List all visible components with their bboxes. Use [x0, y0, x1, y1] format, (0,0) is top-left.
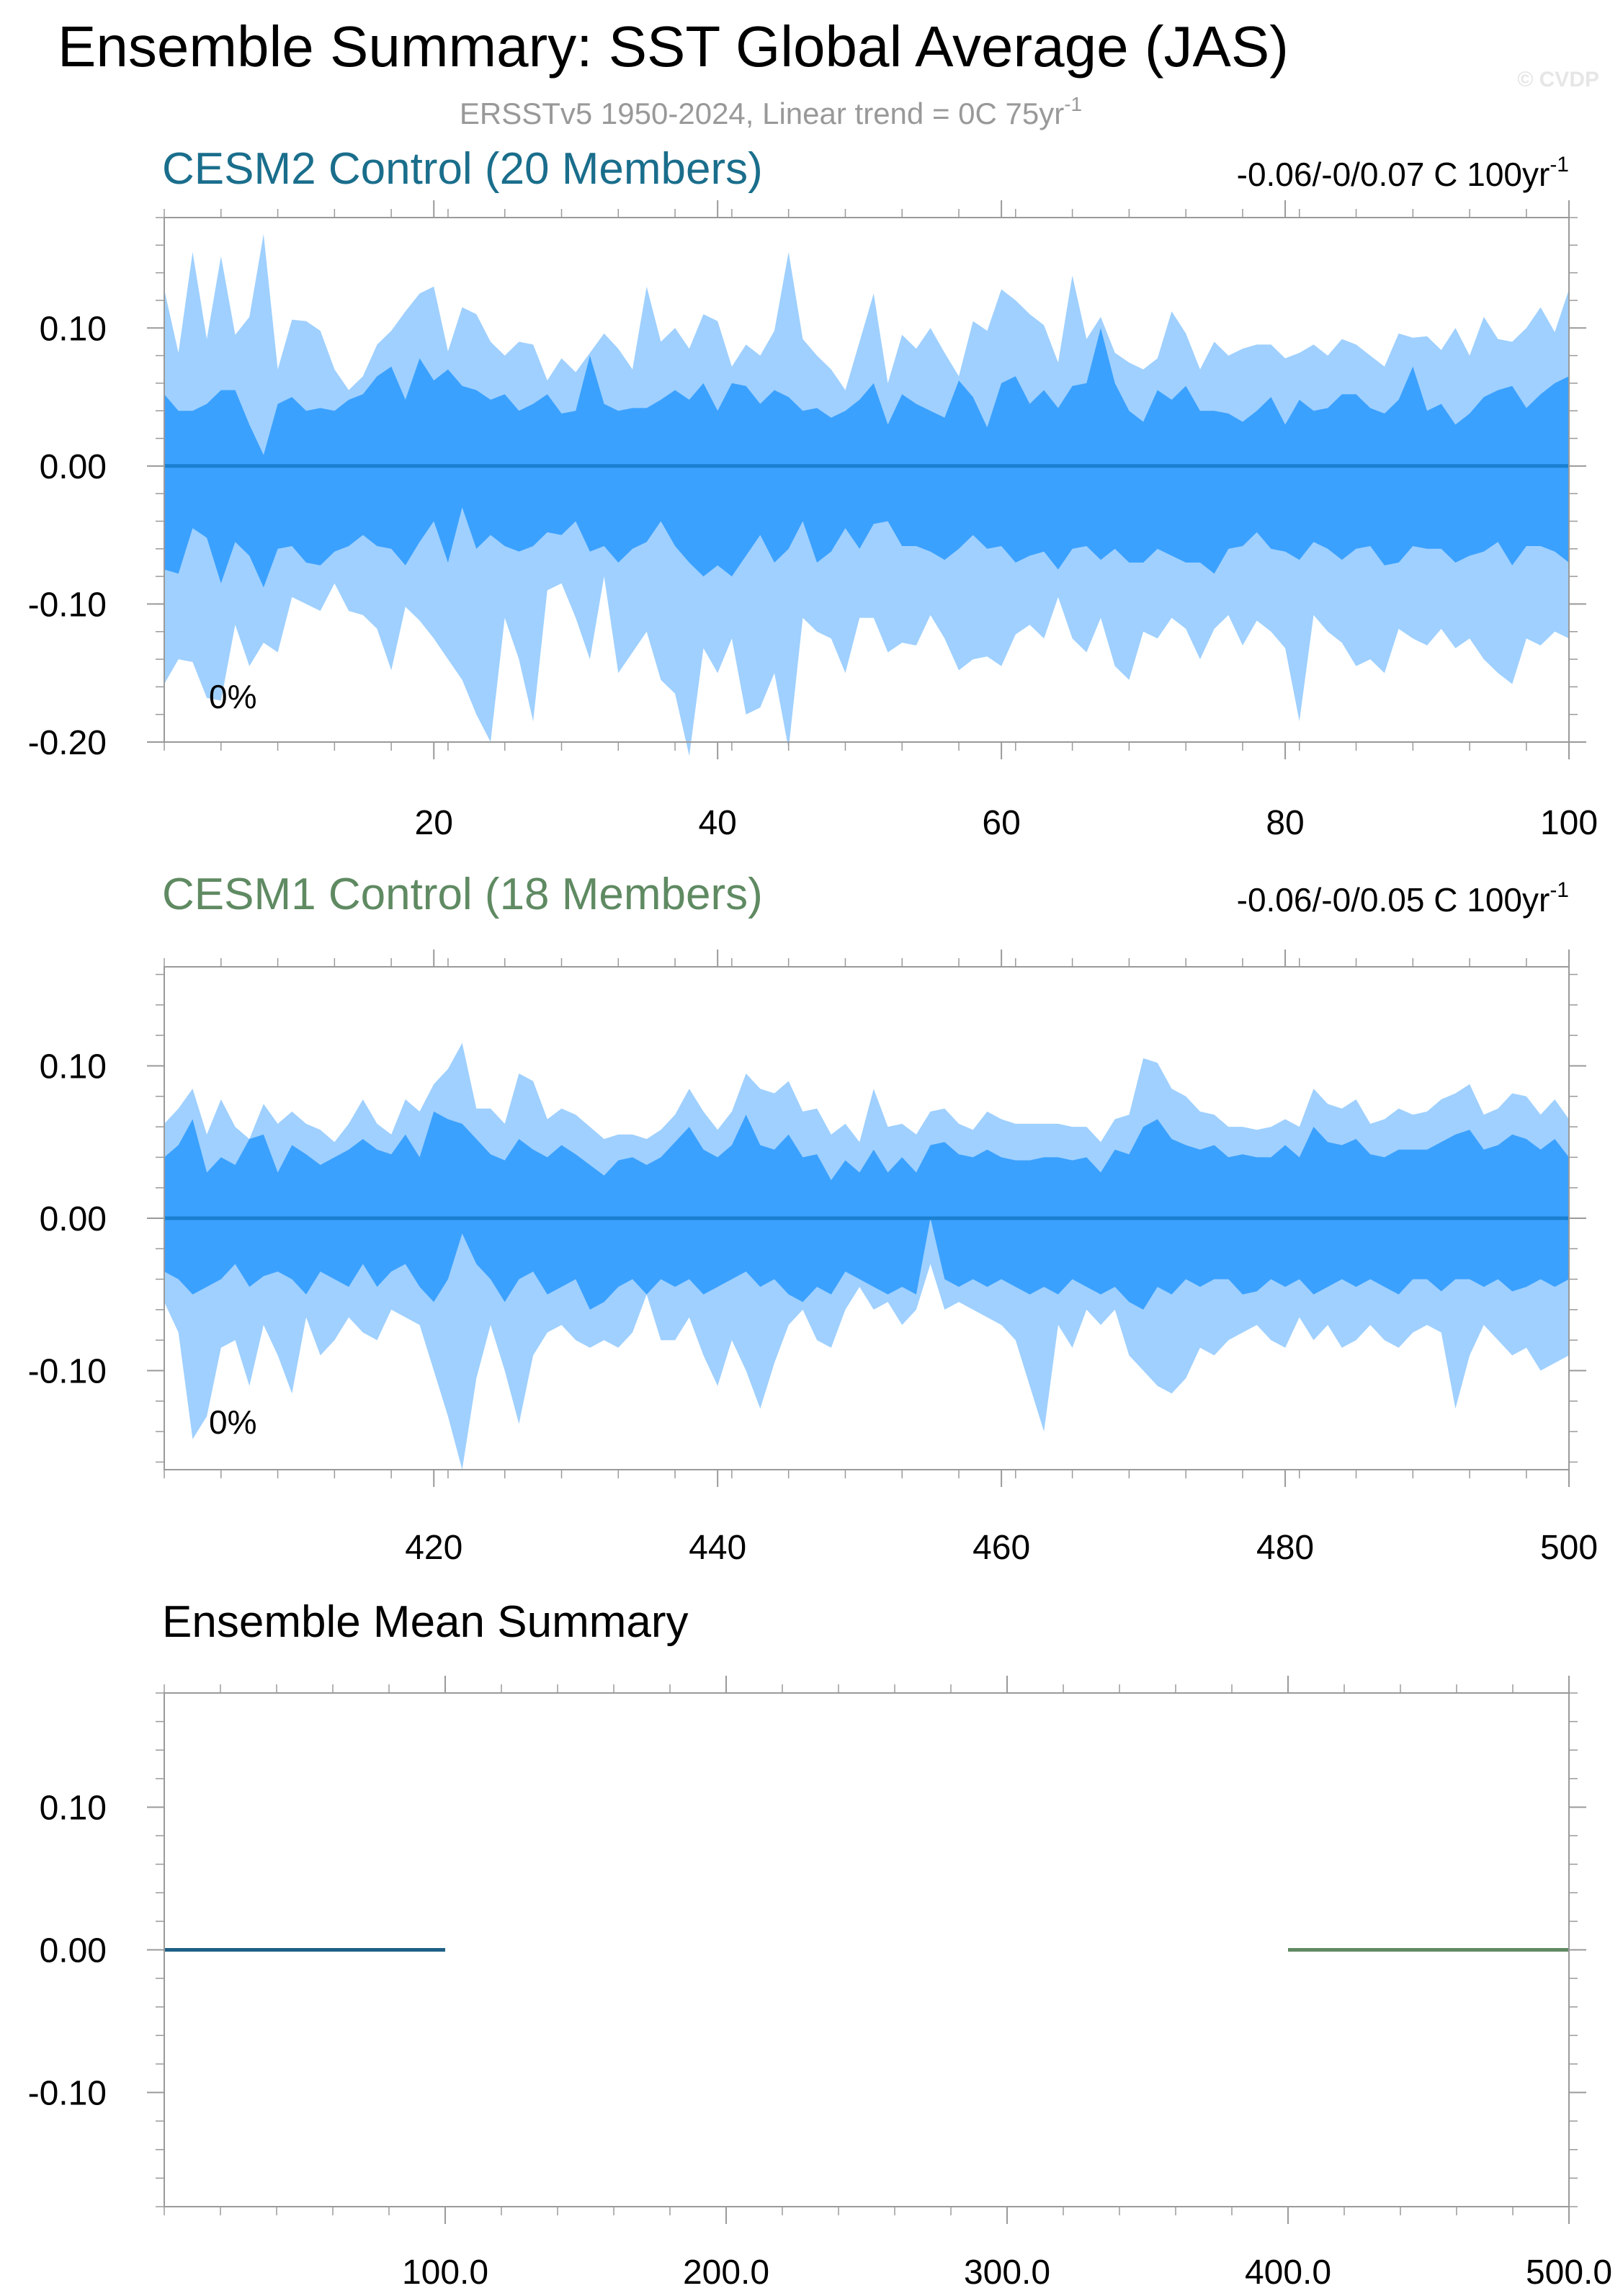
y-tick-label: -0.10 — [28, 1353, 107, 1391]
plot-frame — [164, 217, 1570, 743]
subtitle-main: ERSSTv5 1950-2024, Linear trend = 0C 75y… — [460, 97, 1064, 130]
y-tick-label: 0.10 — [40, 1789, 107, 1827]
panel-title: CESM1 Control (18 Members) — [162, 870, 763, 919]
panels: CESM2 Control (20 Members) -0.06/-0/0.07 … — [28, 144, 1612, 2292]
trend-label-sup: -1 — [1550, 878, 1569, 902]
y-tick-label: -0.10 — [28, 586, 107, 624]
chart-title: Ensemble Summary: SST Global Average (JA… — [58, 14, 1289, 79]
chart-panel-2: CESM1 Control (18 Members) -0.06/-0/0.05 … — [28, 870, 1598, 1567]
y-tick-label: -0.20 — [28, 724, 107, 762]
y-tick-label: 0.10 — [40, 310, 107, 348]
x-tick-label: 420 — [405, 1529, 462, 1567]
x-tick-label: 20 — [415, 804, 453, 842]
percent-label: 0% — [209, 678, 256, 715]
trend-label-main: -0.06/-0/0.07 C 100yr — [1237, 156, 1550, 193]
x-tick-label: 80 — [1266, 804, 1304, 842]
trend-label-sup: -1 — [1550, 153, 1569, 177]
subtitle-sup: -1 — [1064, 93, 1082, 115]
x-tick-label: 400.0 — [1245, 2253, 1331, 2292]
y-tick-label: 0.00 — [40, 448, 107, 486]
y-tick-label: 0.10 — [40, 1048, 107, 1086]
trend-label: -0.06/-0/0.07 C 100yr-1 — [1237, 153, 1569, 193]
x-tick-label: 60 — [982, 804, 1020, 842]
y-tick-label: 0.00 — [40, 1200, 107, 1238]
x-tick-label: 460 — [973, 1529, 1030, 1567]
x-tick-label: 200.0 — [683, 2253, 769, 2292]
x-tick-label: 300.0 — [964, 2253, 1050, 2292]
panel-title: Ensemble Mean Summary — [162, 1597, 689, 1647]
x-tick-label: 100.0 — [402, 2253, 488, 2292]
chart-panel-1: CESM2 Control (20 Members) -0.06/-0/0.07 … — [28, 144, 1598, 842]
x-tick-label: 500 — [1540, 1529, 1598, 1567]
percent-label: 0% — [209, 1403, 256, 1441]
watermark: © CVDP — [1517, 68, 1599, 91]
inner-range-band — [164, 1111, 1569, 1310]
x-tick-label: 100 — [1540, 804, 1598, 842]
inner-range-band — [164, 328, 1569, 588]
panel-title: CESM2 Control (20 Members) — [162, 144, 763, 194]
x-tick-label: 440 — [689, 1529, 746, 1567]
trend-label: -0.06/-0/0.05 C 100yr-1 — [1237, 878, 1569, 919]
y-tick-label: 0.00 — [40, 1932, 107, 1970]
x-tick-label: 480 — [1256, 1529, 1314, 1567]
chart-panel-3: Ensemble Mean Summary 0.10 0.00 -0.10 100.0 2… — [28, 1597, 1612, 2292]
y-tick-label: -0.10 — [28, 2075, 107, 2113]
x-tick-label: 40 — [698, 804, 736, 842]
chart-subtitle: ERSSTv5 1950-2024, Linear trend = 0C 75y… — [460, 93, 1082, 130]
trend-label-main: -0.06/-0/0.05 C 100yr — [1237, 881, 1550, 919]
x-tick-label: 500.0 — [1526, 2253, 1612, 2292]
